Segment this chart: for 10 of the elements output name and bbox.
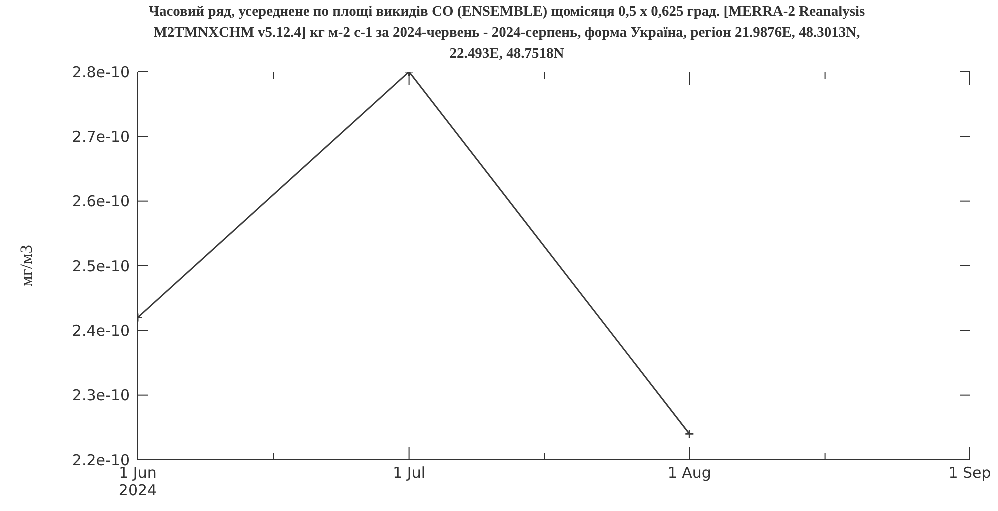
chart-title: Часовий ряд, усереднене по площі викидів CO (ENSEMBLE) щомісяця 0,5 x 0,625 град. [MERRA-2 Reanalysis M2TMNXCHM v5.12.4] кг м-2 с-1 за 2024-червень - 2024-серпень, форма Україна, регіон 21.9876E, 48.3013N, 22.493E, 48.7518N [148,3,866,64]
y-tick-label: 2.7e-10 [72,128,130,146]
y-tick-label: 2.8e-10 [72,63,130,82]
y-tick-label: 2.5e-10 [72,257,130,276]
y-tick-label: 2.3e-10 [72,386,130,405]
y-tick-label: 2.4e-10 [72,322,130,340]
y-axis-title: мг/м3 [16,245,36,287]
x-tick-label: 1 Jul [393,464,426,482]
y-tick-label: 2.6e-10 [72,192,130,211]
x-tick-label: 1 Aug [668,464,712,482]
